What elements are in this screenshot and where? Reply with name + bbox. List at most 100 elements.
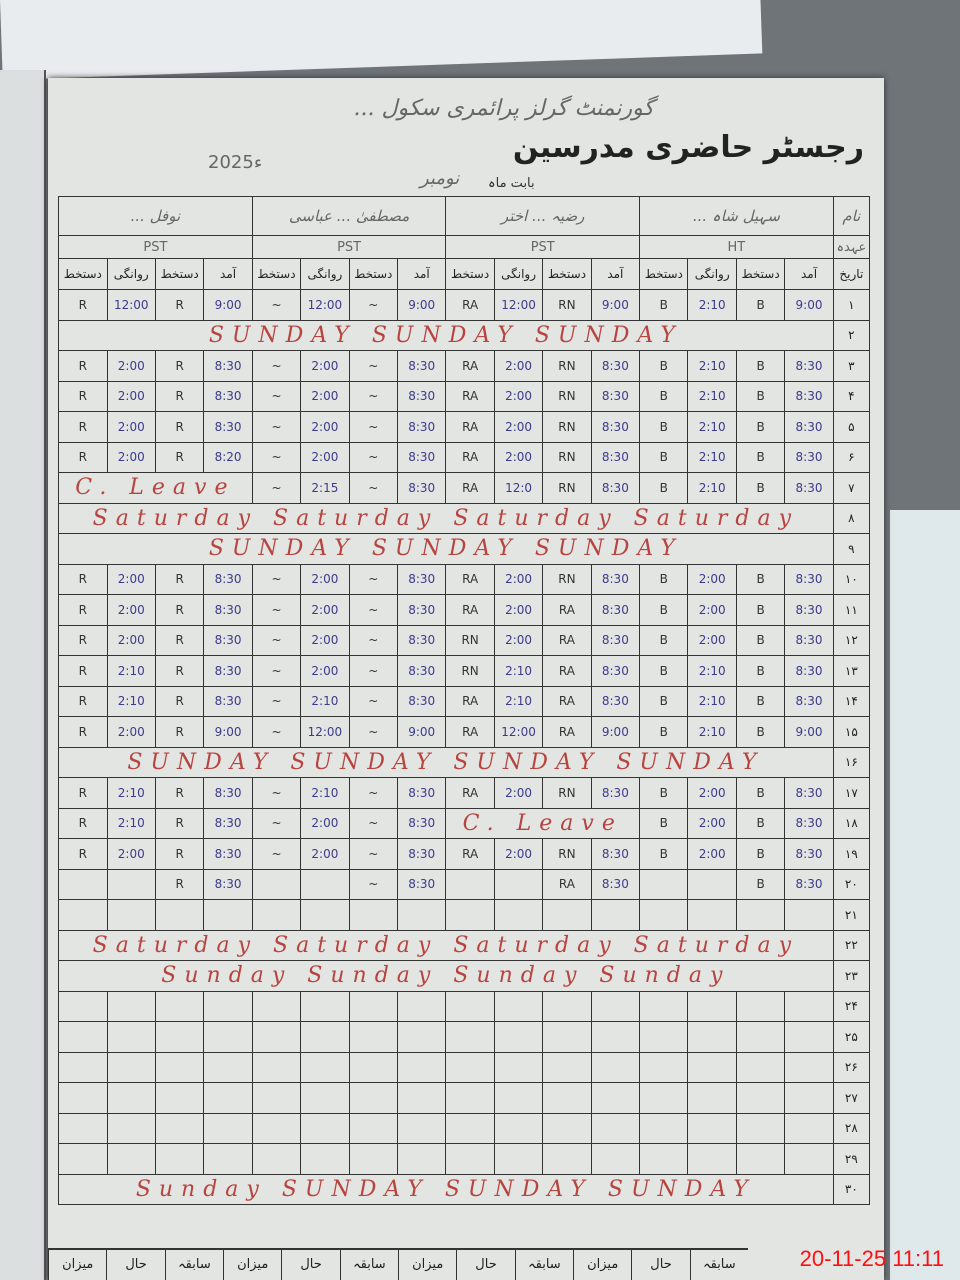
column-header: آمد <box>203 258 253 290</box>
date-cell: ۲ <box>832 319 871 351</box>
departure-time: 2:00 <box>493 380 544 412</box>
date-cell: ۲۳ <box>832 960 871 992</box>
arrival-time: 8:30 <box>784 563 834 595</box>
departure-time: 2:00 <box>300 838 350 870</box>
teacher-designation: HT <box>639 235 834 259</box>
empty-cell <box>348 1082 399 1114</box>
empty-cell <box>58 899 108 931</box>
departure-time: 2:10 <box>687 716 737 748</box>
column-header: دستخط <box>154 258 205 290</box>
teacher-name: نوفل ... <box>58 196 253 236</box>
table-row: ۲۱ <box>58 899 871 931</box>
date-cell: ۲۲ <box>832 929 871 961</box>
signature-cell: R <box>58 716 108 748</box>
table-row: ۱۰ 8:30 B 2:00 B 8:30 RN 2:00 RA 8:30 ~2:00 ~8:30 R 2… <box>58 563 871 595</box>
arrival-time: 8:30 <box>203 777 253 809</box>
arrival-time: 8:30 <box>784 868 834 900</box>
table-row: ۲۹ <box>58 1143 871 1175</box>
empty-cell <box>493 1143 544 1175</box>
arrival-time: 8:30 <box>203 594 253 626</box>
date-cell: ۴ <box>832 380 871 412</box>
signature-cell: RN <box>542 289 592 321</box>
empty-cell <box>251 899 302 931</box>
departure-time: 2:00 <box>493 594 544 626</box>
signature-cell: ~ <box>251 350 302 382</box>
teacher-designation: PST <box>251 235 447 259</box>
empty-cell <box>735 990 786 1022</box>
signature-cell: RA <box>445 685 495 717</box>
empty-cell <box>154 1082 205 1114</box>
empty-cell <box>397 1021 447 1053</box>
arrival-time: 9:00 <box>397 289 447 321</box>
table-row: ۶ 8:30 B 2:10 B 8:30 RN 2:00 RA 8:30 ~2:00 ~8:20 R 2:… <box>58 441 871 473</box>
empty-cell <box>639 1143 689 1175</box>
departure-time: 2:00 <box>106 350 156 382</box>
empty-cell <box>251 1021 302 1053</box>
empty-cell <box>493 1082 544 1114</box>
empty-cell <box>445 990 495 1022</box>
signature-cell: RA <box>445 777 495 809</box>
arrival-time: 8:30 <box>784 350 834 382</box>
empty-cell <box>251 1051 302 1083</box>
departure-time: 2:00 <box>493 441 544 473</box>
signature-cell: R <box>58 655 108 687</box>
signature-cell: R <box>154 655 205 687</box>
departure-time: 2:10 <box>687 472 737 504</box>
arrival-time: 8:30 <box>784 685 834 717</box>
empty-cell <box>106 990 156 1022</box>
empty-cell <box>348 1112 399 1144</box>
arrival-time: 8:30 <box>784 411 834 443</box>
date-cell: ۵ <box>832 411 871 443</box>
signature-cell: B <box>735 624 786 656</box>
signature-cell: ~ <box>251 289 302 321</box>
signature-cell: RN <box>542 411 592 443</box>
departure-time: 2:10 <box>106 685 156 717</box>
arrival-time: 8:30 <box>784 441 834 473</box>
signature-cell: ~ <box>251 838 302 870</box>
empty-cell <box>590 990 641 1022</box>
date-cell: ۱۸ <box>832 807 871 839</box>
empty-cell <box>542 990 592 1022</box>
signature-cell: RN <box>542 838 592 870</box>
empty-cell <box>106 1021 156 1053</box>
empty-cell <box>300 899 350 931</box>
signature-cell: RA <box>542 624 592 656</box>
departure-time: 12:00 <box>106 289 156 321</box>
signature-cell: B <box>639 807 689 839</box>
signature-cell: B <box>639 655 689 687</box>
arrival-time: 9:00 <box>784 716 834 748</box>
arrival-time: 8:30 <box>590 472 641 504</box>
footer-label: سابقہ <box>689 1250 748 1280</box>
signature-cell: RA <box>542 685 592 717</box>
empty-cell <box>154 1143 205 1175</box>
arrival-time: 8:30 <box>397 472 447 504</box>
empty-cell <box>542 1082 592 1114</box>
arrival-time: 8:30 <box>203 807 253 839</box>
table-row: ۲۶ <box>58 1051 871 1083</box>
empty-cell <box>203 990 253 1022</box>
departure-time: 2:00 <box>300 594 350 626</box>
departure-time: 2:00 <box>493 411 544 443</box>
table-row: ۲۵ <box>58 1021 871 1053</box>
table-row: ۲۰ 8:30 B 8:30 RA 8:30 ~8:30 R <box>58 868 871 900</box>
date-cell: ۱۵ <box>832 716 871 748</box>
signature-cell: ~ <box>251 807 302 839</box>
signature-cell: ~ <box>251 655 302 687</box>
empty-cell <box>639 1021 689 1053</box>
signature-cell: RA <box>445 716 495 748</box>
empty-cell <box>493 1021 544 1053</box>
empty-cell <box>106 1051 156 1083</box>
empty-cell <box>445 1051 495 1083</box>
empty-cell <box>445 899 495 931</box>
footer-label: سابقہ <box>339 1250 398 1280</box>
departure-time: 2:00 <box>687 838 737 870</box>
signature-cell: R <box>154 838 205 870</box>
date-cell: ۱۷ <box>832 777 871 809</box>
teacher-designation: PST <box>445 235 641 259</box>
empty-cell <box>639 1082 689 1114</box>
empty-cell <box>203 1112 253 1144</box>
arrival-time: 9:00 <box>397 716 447 748</box>
empty-cell <box>300 1051 350 1083</box>
teacher-name: سہیل شاہ ... <box>639 196 834 236</box>
arrival-time: 8:30 <box>203 624 253 656</box>
